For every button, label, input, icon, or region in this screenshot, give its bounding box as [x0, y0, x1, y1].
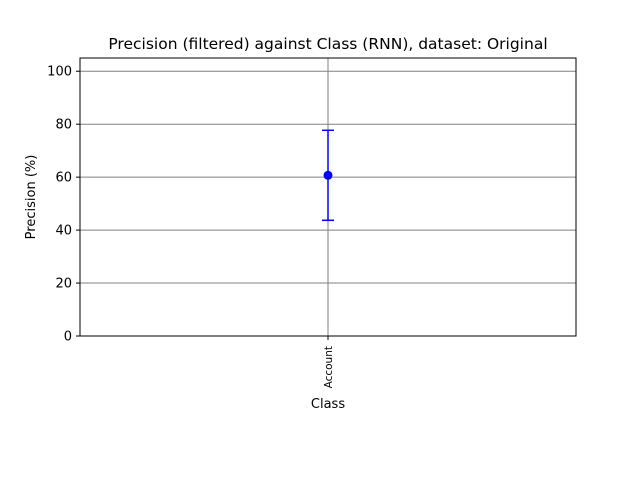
x-axis-title: Class — [311, 397, 345, 412]
y-axis-title: Precision (%) — [24, 155, 39, 240]
y-tick-label: 60 — [55, 171, 72, 186]
x-tick-label: Account — [323, 346, 335, 388]
y-tick-label: 40 — [55, 224, 72, 239]
y-tick-label: 20 — [55, 277, 72, 292]
y-tick-label: 100 — [47, 65, 72, 80]
y-tick-label: 80 — [55, 118, 72, 133]
x-axis: Account — [323, 336, 335, 388]
y-axis: 0 20 40 60 80 100 — [47, 65, 80, 345]
chart-title: Precision (filtered) against Class (RNN)… — [108, 35, 547, 53]
y-tick-label: 0 — [64, 330, 72, 345]
data-point — [323, 170, 333, 180]
data-points — [323, 170, 333, 180]
